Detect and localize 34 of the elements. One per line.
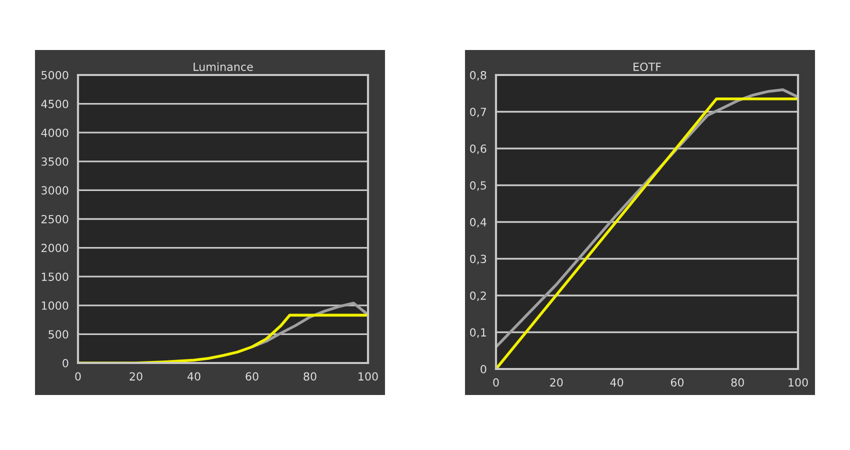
y-tick-label: 0,1 [470,328,486,338]
x-tick-label: 0 [493,378,499,387]
y-tick-label: 2500 [42,214,68,224]
x-tick-label: 0 [75,372,81,381]
y-tick-label: 5000 [42,70,68,80]
y-tick-label: 4000 [41,128,68,137]
y-tick-label: 0 [480,364,486,374]
y-tick-label: 0,7 [470,108,486,118]
y-tick-label: 1000 [42,301,68,310]
x-tick-label: 20 [130,372,142,381]
y-tick-label: 0 [62,358,68,368]
y-tick-label: 1500 [42,272,68,281]
x-tick-label: 80 [304,372,316,381]
chart-title: Luminance [194,62,253,71]
y-tick-label: 0,5 [470,181,486,191]
y-tick-label: 0,4 [470,218,486,228]
y-tick-label: 0,2 [470,291,486,302]
x-tick-label: 40 [187,372,200,381]
x-tick-label: 20 [550,378,563,387]
chart-title: EOTF [634,62,661,71]
y-tick-label: 3000 [42,186,68,195]
y-tick-label: 2000 [42,244,68,252]
x-tick-label: 40 [610,378,624,387]
x-tick-label: 60 [670,378,684,387]
y-tick-label: 0,6 [470,144,486,154]
y-tick-label: 0,3 [470,254,486,264]
y-tick-label: 4500 [41,100,68,108]
y-tick-label: 3500 [42,157,68,166]
y-tick-label: 500 [48,330,68,339]
x-tick-label: 100 [788,378,808,387]
x-tick-label: 80 [731,378,744,387]
x-tick-label: 100 [358,372,378,381]
x-tick-label: 60 [246,372,258,381]
y-tick-label: 0,8 [470,70,486,81]
